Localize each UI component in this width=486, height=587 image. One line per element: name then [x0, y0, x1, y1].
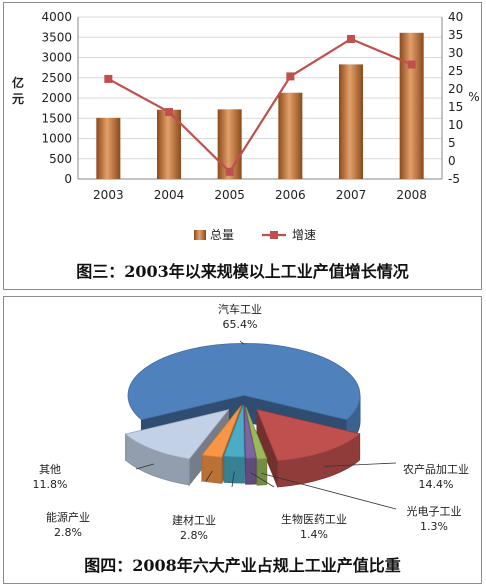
pie-label-name: 光电子工业	[407, 504, 462, 518]
left-tick-label: 1000	[41, 132, 72, 146]
x-tick-label: 2003	[93, 188, 124, 202]
growth-marker-2007	[347, 34, 355, 43]
bar-2007	[339, 64, 363, 179]
growth-marker-2004	[165, 108, 173, 117]
x-tick-label: 2006	[275, 188, 306, 202]
pie-chart-panel: 汽车工业 65.4% 农产品加工业 14.4% 光电子工业 1.3% 生物医药工业 1.4% 建…	[3, 296, 482, 584]
pie-label-value: 14.4%	[419, 478, 454, 491]
pie-label-value: 1.3%	[420, 520, 448, 533]
pie-label-name: 建材工业	[172, 513, 216, 527]
bar-series	[96, 32, 424, 179]
right-tick-label: 40	[448, 10, 463, 24]
pie-slice-光电子工业	[245, 407, 268, 460]
pie-label-name: 其他	[39, 463, 61, 476]
left-tick-label: 2500	[41, 71, 72, 85]
pie-slice-wall	[201, 454, 223, 484]
pie-slice-wall	[223, 455, 245, 484]
left-axis-title: 亿元	[12, 75, 24, 106]
left-tick-label: 500	[49, 152, 72, 166]
chart-caption: 图三：2003年以来规模以上工业产值增长情况	[76, 262, 409, 281]
left-tick-label: 3000	[41, 51, 72, 65]
growth-marker-2008	[407, 60, 416, 69]
right-tick-label: -5	[448, 172, 460, 186]
bar-2006	[278, 92, 303, 179]
right-tick-label: 0	[448, 154, 456, 168]
growth-marker-2003	[104, 74, 113, 83]
pie-leader-line	[205, 470, 213, 482]
legend: 总量 增速	[194, 228, 316, 242]
pie-label-value: 1.4%	[300, 528, 328, 541]
pie-label-name: 生物医药工业	[281, 512, 347, 526]
pie-label-value: 65.4%	[223, 318, 258, 331]
pie-slice-汽车工业	[127, 342, 361, 421]
x-tick-label: 2008	[396, 188, 427, 202]
pie-label-value: 2.8%	[54, 526, 82, 539]
right-axis-ticks: -5 0 5 10 15 20 25 30 35 40	[448, 10, 463, 186]
pie-slice-wall	[256, 457, 268, 486]
pie-slice-建材工业	[223, 404, 245, 458]
chart-caption: 图四：2008年六大产业占规上工业产值比重	[84, 556, 401, 575]
right-tick-label: 25	[448, 64, 463, 78]
x-tick-label: 2005	[214, 188, 245, 202]
pie-leader-line	[250, 472, 275, 488]
gridlines	[77, 16, 443, 180]
pie-label-name: 汽车工业	[218, 302, 262, 316]
pie-slice-能源产业	[201, 405, 242, 458]
right-tick-label: 15	[448, 100, 463, 114]
legend-bar-label: 总量	[210, 228, 234, 242]
growth-line	[107, 37, 413, 174]
left-tick-label: 4000	[41, 10, 72, 24]
bar-2003	[96, 117, 121, 179]
legend-line-marker	[270, 231, 278, 239]
legend-bar-swatch	[194, 230, 206, 240]
pie-leader-line	[231, 471, 235, 488]
left-axis-ticks: 0 500 1000 1500 2000 2500 3000 3500 4000	[41, 10, 72, 186]
left-axis-title-char: 元	[12, 92, 24, 106]
bar-2008	[399, 32, 424, 179]
pie-leader-line	[324, 462, 397, 467]
combo-chart: 0 500 1000 1500 2000 2500 3000 3500 4000 -5 0 5 10 1…	[12, 10, 480, 242]
right-tick-label: 10	[448, 118, 463, 132]
pie-slices	[124, 342, 361, 488]
pie-slice-生物医药工业	[244, 406, 257, 459]
x-tick-label: 2004	[154, 188, 185, 202]
x-tick-label: 2007	[336, 188, 367, 202]
left-tick-label: 1500	[41, 111, 72, 125]
pie-leader-line	[239, 340, 245, 345]
pie-slice-其他	[124, 409, 230, 460]
pie-labels: 汽车工业 65.4% 农产品加工业 14.4% 光电子工业 1.3% 生物医药工业 1.4% 建…	[33, 302, 469, 542]
pie-slice-wall	[245, 457, 257, 485]
pie-label-name: 能源产业	[46, 510, 90, 524]
left-tick-label: 0	[64, 172, 72, 186]
growth-marker-2005	[225, 167, 234, 176]
right-axis-title: %	[468, 90, 479, 104]
legend-line-label: 增速	[292, 228, 316, 242]
pie-leader-line	[261, 473, 397, 510]
pie-leader-line	[135, 463, 154, 470]
left-tick-label: 2000	[41, 91, 72, 105]
left-axis-title-char: 亿	[12, 75, 24, 90]
bar-2005	[217, 109, 242, 179]
combo-chart-panel: 0 500 1000 1500 2000 2500 3000 3500 4000 -5 0 5 10 1…	[3, 2, 482, 290]
right-tick-label: 5	[448, 136, 456, 150]
right-tick-label: 20	[448, 82, 463, 96]
growth-marker-2006	[286, 72, 295, 81]
line-series	[104, 34, 416, 176]
x-axis-ticks: 2003 2004 2005 2006 2007 2008	[93, 188, 427, 202]
pie-label-name: 农产品加工业	[403, 462, 469, 476]
right-tick-label: 35	[448, 28, 463, 42]
pie-chart: 汽车工业 65.4% 农产品加工业 14.4% 光电子工业 1.3% 生物医药工业 1.4% 建…	[33, 302, 469, 542]
pie-label-value: 11.8%	[33, 478, 68, 491]
right-tick-label: 30	[448, 46, 463, 60]
pie-label-value: 2.8%	[180, 529, 208, 542]
pie-slice-农产品加工业	[256, 409, 361, 462]
left-tick-label: 3500	[41, 30, 72, 44]
